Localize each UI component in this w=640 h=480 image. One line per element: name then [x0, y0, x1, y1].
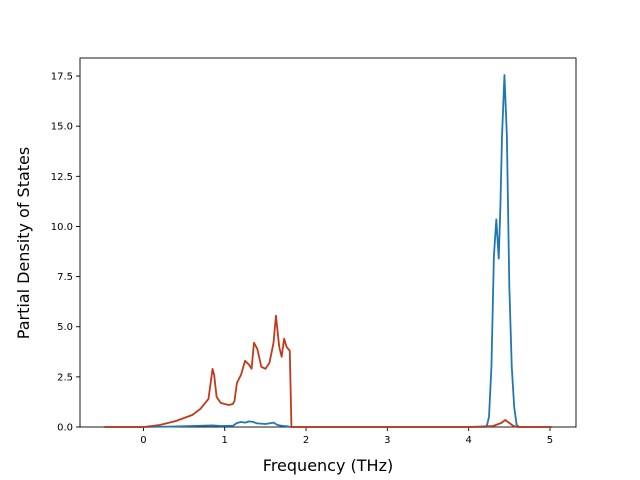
plot-frame	[79, 57, 577, 428]
x-tick-label: 4	[465, 435, 471, 446]
series-line-2	[104, 314, 552, 428]
y-axis-label: Partial Density of States	[14, 147, 33, 339]
y-tick-label: 2.5	[57, 372, 73, 383]
x-axis-label: Frequency (THz)	[263, 456, 393, 475]
y-tick-label: 12.5	[51, 172, 73, 183]
series-lines	[104, 74, 552, 428]
x-tick-label: 1	[222, 435, 228, 446]
y-tick-label: 0.0	[57, 423, 73, 434]
y-tick-label: 10.0	[51, 222, 73, 233]
y-tick-label: 15.0	[51, 122, 73, 133]
y-tick-label: 7.5	[57, 272, 73, 283]
y-tick-label: 5.0	[57, 322, 73, 333]
x-tick-label: 3	[384, 435, 390, 446]
y-axis-ticks: 0.0 2.5 5.0 7.5 10.0 12.5 15.0 17.5	[51, 72, 80, 434]
axes	[79, 57, 577, 428]
y-tick-label: 17.5	[51, 72, 73, 83]
x-tick-label: 0	[140, 435, 146, 446]
x-axis-ticks: 0 1 2 3 4 5	[140, 427, 553, 446]
x-tick-label: 5	[547, 435, 553, 446]
x-tick-label: 2	[303, 435, 309, 446]
series-line-1	[104, 74, 552, 428]
